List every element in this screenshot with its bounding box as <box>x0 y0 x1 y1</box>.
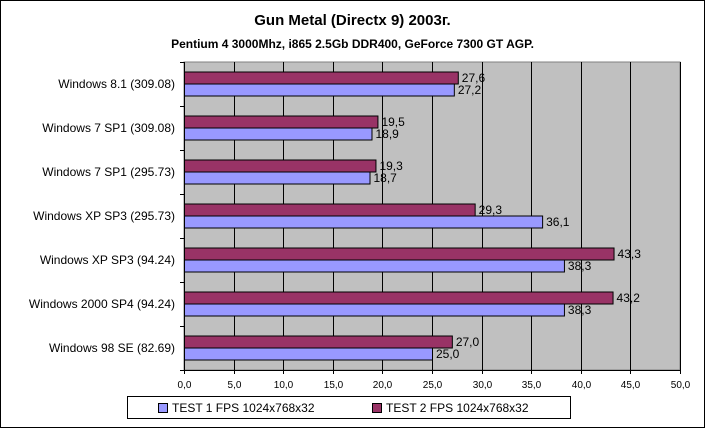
x-tick-label: 45,0 <box>621 380 641 391</box>
bar-test1 <box>184 83 455 97</box>
bar-test1 <box>184 303 565 317</box>
bar-test2 <box>184 159 377 173</box>
legend-label-test1: TEST 1 FPS 1024x768x32 <box>172 401 315 415</box>
x-tick-label: 20,0 <box>373 380 393 391</box>
legend-swatch-test2 <box>372 403 382 413</box>
category-label: Windows XP SP3 (94.24) <box>40 253 175 267</box>
x-tick-label: 0,0 <box>178 380 192 391</box>
bar-test2 <box>184 203 476 217</box>
bar-test1 <box>184 215 544 229</box>
data-label-test2: 19,3 <box>379 159 403 173</box>
legend-swatch-test1 <box>158 403 168 413</box>
category-label: Windows 7 SP1 (295.73) <box>42 165 175 179</box>
x-tick-label: 5,0 <box>228 380 242 391</box>
bar-test2 <box>184 335 453 349</box>
x-tick-label: 35,0 <box>522 380 542 391</box>
data-label-test1: 18,9 <box>375 127 399 141</box>
category-label: Windows 98 SE (82.69) <box>49 341 175 355</box>
category-label: Windows 8.1 (309.08) <box>58 77 175 91</box>
bar-test1 <box>184 259 565 273</box>
bar-test2 <box>184 115 379 129</box>
x-tick-label: 30,0 <box>473 380 493 391</box>
legend-item-test1: TEST 1 FPS 1024x768x32 <box>158 401 315 415</box>
data-label-test1: 25,0 <box>436 347 460 361</box>
legend-label-test2: TEST 2 FPS 1024x768x32 <box>386 401 529 415</box>
data-label-test1: 38,3 <box>568 303 592 317</box>
bar-test1 <box>184 347 433 361</box>
bar-test1 <box>184 127 373 141</box>
x-tick-label: 25,0 <box>423 380 443 391</box>
bar-test2 <box>184 247 615 261</box>
data-label-test1: 38,3 <box>568 259 592 273</box>
data-label-test1: 36,1 <box>546 215 570 229</box>
data-label-test1: 18,7 <box>374 171 398 185</box>
data-label-test1: 27,2 <box>458 83 482 97</box>
category-label: Windows XP SP3 (295.73) <box>33 209 175 223</box>
chart-title: Gun Metal (Directx 9) 2003г. <box>254 12 451 29</box>
bar-test2 <box>184 71 459 85</box>
category-label: Windows 7 SP1 (309.08) <box>42 121 175 135</box>
x-tick-label: 10,0 <box>274 380 294 391</box>
bar-test2 <box>184 291 614 305</box>
legend: TEST 1 FPS 1024x768x32 TEST 2 FPS 1024x7… <box>127 396 571 419</box>
data-label-test2: 27,6 <box>462 71 486 85</box>
data-label-test2: 29,3 <box>479 203 503 217</box>
data-label-test2: 19,5 <box>381 115 405 129</box>
x-tick-label: 50,0 <box>671 380 691 391</box>
category-label: Windows 2000 SP4 (94.24) <box>29 297 175 311</box>
x-tick-label: 40,0 <box>572 380 592 391</box>
legend-item-test2: TEST 2 FPS 1024x768x32 <box>372 401 529 415</box>
chart-subtitle: Pentium 4 3000Mhz, i865 2.5Gb DDR400, Ge… <box>171 37 534 51</box>
data-label-test2: 43,3 <box>618 247 642 261</box>
data-label-test2: 43,2 <box>617 291 641 305</box>
x-tick-label: 15,0 <box>324 380 344 391</box>
bar-test1 <box>184 171 371 185</box>
data-label-test2: 27,0 <box>456 335 480 349</box>
